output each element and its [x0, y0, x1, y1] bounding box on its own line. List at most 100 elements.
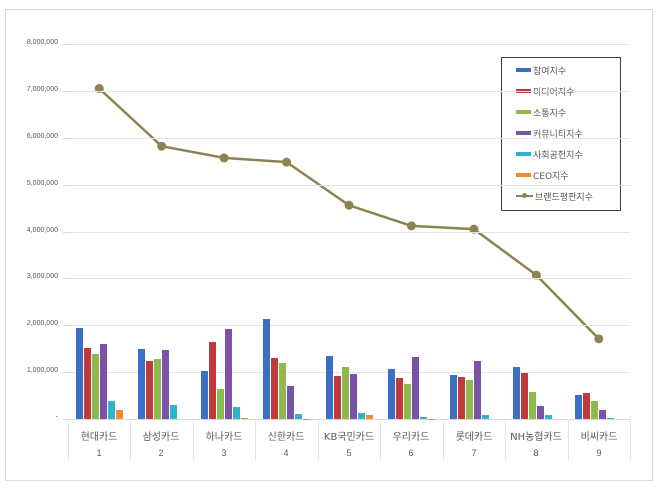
bar	[263, 319, 270, 419]
bar	[599, 410, 606, 419]
legend-item: 소통지수	[516, 105, 566, 119]
x-axis-rank-label: 9	[596, 448, 602, 458]
bar	[412, 357, 419, 419]
gridline	[68, 44, 630, 45]
category-separator	[68, 419, 69, 461]
bar	[529, 392, 536, 419]
category-separator	[130, 419, 131, 461]
bar	[84, 348, 91, 419]
bar	[279, 363, 286, 419]
y-axis-label: -	[55, 414, 58, 421]
x-axis-category-label: 비씨카드	[580, 432, 618, 443]
y-tick	[63, 325, 68, 326]
gridline	[68, 138, 630, 139]
gridline	[68, 372, 630, 373]
gridline	[68, 278, 630, 279]
x-axis-category-label: 삼성카드	[142, 432, 180, 443]
bar	[575, 394, 582, 419]
y-axis-label: 8,000,000	[26, 39, 58, 46]
bar	[295, 413, 302, 419]
y-tick	[63, 372, 68, 373]
category-separator	[630, 419, 631, 461]
x-axis-category-label: NH농협카드	[510, 432, 562, 443]
y-axis-label: 3,000,000	[26, 273, 58, 280]
bar	[607, 417, 614, 419]
x-axis-category-label: KB국민카드	[323, 432, 375, 443]
bar	[350, 374, 357, 419]
legend-label: 사회공헌지수	[533, 150, 583, 161]
category-separator	[443, 419, 444, 461]
bar	[474, 360, 481, 419]
bar	[241, 417, 248, 419]
x-axis-rank-label: 8	[533, 448, 539, 458]
x-axis-rank-label: 7	[471, 448, 477, 458]
legend-swatch-icon	[516, 68, 531, 72]
x-axis-rank-label: 2	[158, 448, 164, 458]
bar	[420, 417, 427, 419]
legend-item: 사회공헌지수	[516, 147, 583, 161]
category-separator	[380, 419, 381, 461]
x-axis-category-label: 하나카드	[205, 432, 243, 443]
line-marker	[469, 224, 479, 234]
x-axis-rank-label: 3	[221, 448, 227, 458]
bar	[217, 389, 224, 419]
bar	[366, 415, 373, 419]
bar	[482, 415, 489, 419]
bar	[513, 366, 520, 419]
y-tick	[63, 278, 68, 279]
y-tick	[63, 138, 68, 139]
y-axis-label: 2,000,000	[26, 320, 58, 327]
bar	[334, 375, 341, 419]
bar	[225, 329, 232, 419]
line-marker	[344, 200, 354, 210]
gridline	[68, 325, 630, 326]
x-axis	[68, 419, 630, 420]
y-tick	[63, 91, 68, 92]
legend-label: 미디어지수	[533, 87, 575, 98]
y-axis-label: 5,000,000	[26, 180, 58, 187]
gridline	[68, 232, 630, 233]
line-marker	[594, 334, 604, 344]
y-axis-label: 4,000,000	[26, 227, 58, 234]
x-axis-category-label: 현대카드	[80, 432, 118, 443]
line-marker	[94, 84, 104, 94]
line-marker	[219, 153, 229, 163]
bar	[287, 386, 294, 419]
bar	[358, 413, 365, 419]
category-separator	[255, 419, 256, 461]
line-marker	[157, 141, 167, 151]
bar	[450, 374, 457, 419]
bar	[326, 356, 333, 419]
gridline	[68, 91, 630, 92]
bar	[138, 349, 145, 419]
bar	[100, 344, 107, 419]
bar	[201, 371, 208, 419]
line-marker	[282, 157, 292, 167]
y-axis-label: 7,000,000	[26, 86, 58, 93]
legend-item: 브랜드평판지수	[516, 189, 593, 203]
bar	[108, 401, 115, 419]
x-axis-category-label: 우리카드	[392, 432, 430, 443]
bar	[92, 353, 99, 419]
gridline	[68, 185, 630, 186]
x-axis-rank-label: 1	[96, 448, 102, 458]
bar	[466, 379, 473, 419]
x-axis-rank-label: 5	[346, 448, 352, 458]
bar	[591, 401, 598, 419]
legend-label: 브랜드평판지수	[535, 192, 593, 203]
bar	[170, 404, 177, 419]
legend-swatch-icon	[516, 173, 531, 177]
legend-swatch-icon	[516, 110, 531, 114]
y-axis-label: 1,000,000	[26, 367, 58, 374]
bar	[537, 406, 544, 419]
category-separator	[318, 419, 319, 461]
legend-item: 참여지수	[516, 63, 566, 77]
x-axis-rank-label: 6	[408, 448, 414, 458]
line-marker	[531, 270, 541, 280]
legend-label: 커뮤니티지수	[533, 129, 583, 140]
bar	[271, 358, 278, 419]
category-separator	[568, 419, 569, 461]
legend-label: 소통지수	[533, 108, 567, 119]
bar	[76, 328, 83, 419]
